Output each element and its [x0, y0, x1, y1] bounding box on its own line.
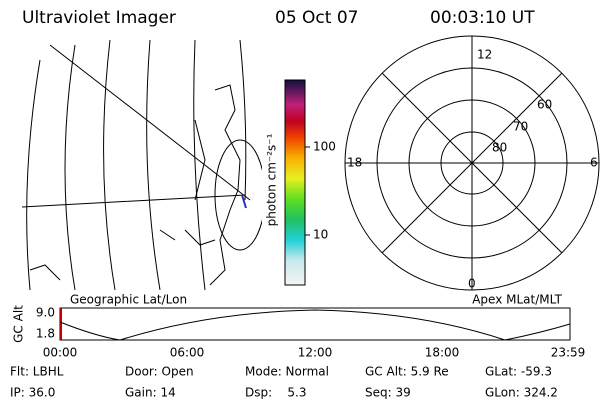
- status-field: Door: Open: [125, 365, 194, 379]
- timeline-title: Apex MLat/MLT: [472, 293, 562, 307]
- x-tick: 18:00: [425, 346, 460, 360]
- polar-label: 6: [590, 156, 598, 170]
- timeline-title: Geographic Lat/Lon: [70, 293, 187, 307]
- y-tick: 1.8: [36, 327, 55, 341]
- polar-label: 70: [513, 120, 528, 134]
- x-tick: 00:00: [43, 346, 78, 360]
- instrument: Ultraviolet Imager: [22, 8, 176, 28]
- status-field: Flt: LBHL: [10, 365, 64, 379]
- timeline: Geographic Lat/Lon Apex MLat/MLT GC Alt …: [12, 293, 586, 360]
- colorbar: 100 10 photon cm⁻²s⁻¹: [265, 79, 336, 286]
- colorbar-tick: 10: [313, 228, 328, 242]
- status-field: Gain: 14: [125, 386, 176, 400]
- map: [22, 40, 262, 290]
- date: 05 Oct 07: [275, 8, 358, 28]
- x-tick: 06:00: [170, 346, 205, 360]
- status-field: GC Alt: 5.9 Re: [365, 365, 449, 379]
- x-tick: 12:00: [298, 346, 333, 360]
- status-field: Dsp: 5.3: [245, 386, 307, 400]
- colorbar-tick: 100: [313, 140, 336, 154]
- y-tick: 9.0: [36, 306, 55, 320]
- status-field: Seq: 39: [365, 386, 411, 400]
- status-field: IP: 36.0: [10, 386, 55, 400]
- status-field: GLon: 324.2: [485, 386, 558, 400]
- status-field: GLat: -59.3: [485, 365, 552, 379]
- colorbar-unit: photon cm⁻²s⁻¹: [265, 133, 279, 226]
- polar-label: 0: [468, 277, 476, 291]
- polar: 12 0 18 6 60 70 80: [344, 35, 600, 291]
- header: Ultraviolet Imager 05 Oct 07 00:03:10 UT: [22, 8, 535, 28]
- x-tick: 23:59: [551, 346, 586, 360]
- polar-label: 18: [347, 156, 362, 170]
- polar-label: 60: [537, 98, 552, 112]
- time: 00:03:10 UT: [430, 8, 535, 28]
- y-label: GC Alt: [12, 305, 26, 343]
- status-field: Mode: Normal: [245, 365, 329, 379]
- polar-label: 12: [477, 48, 492, 62]
- status: Flt: LBHL Door: Open Mode: Normal GC Alt: 5…: [10, 365, 558, 400]
- polar-label: 80: [492, 141, 507, 155]
